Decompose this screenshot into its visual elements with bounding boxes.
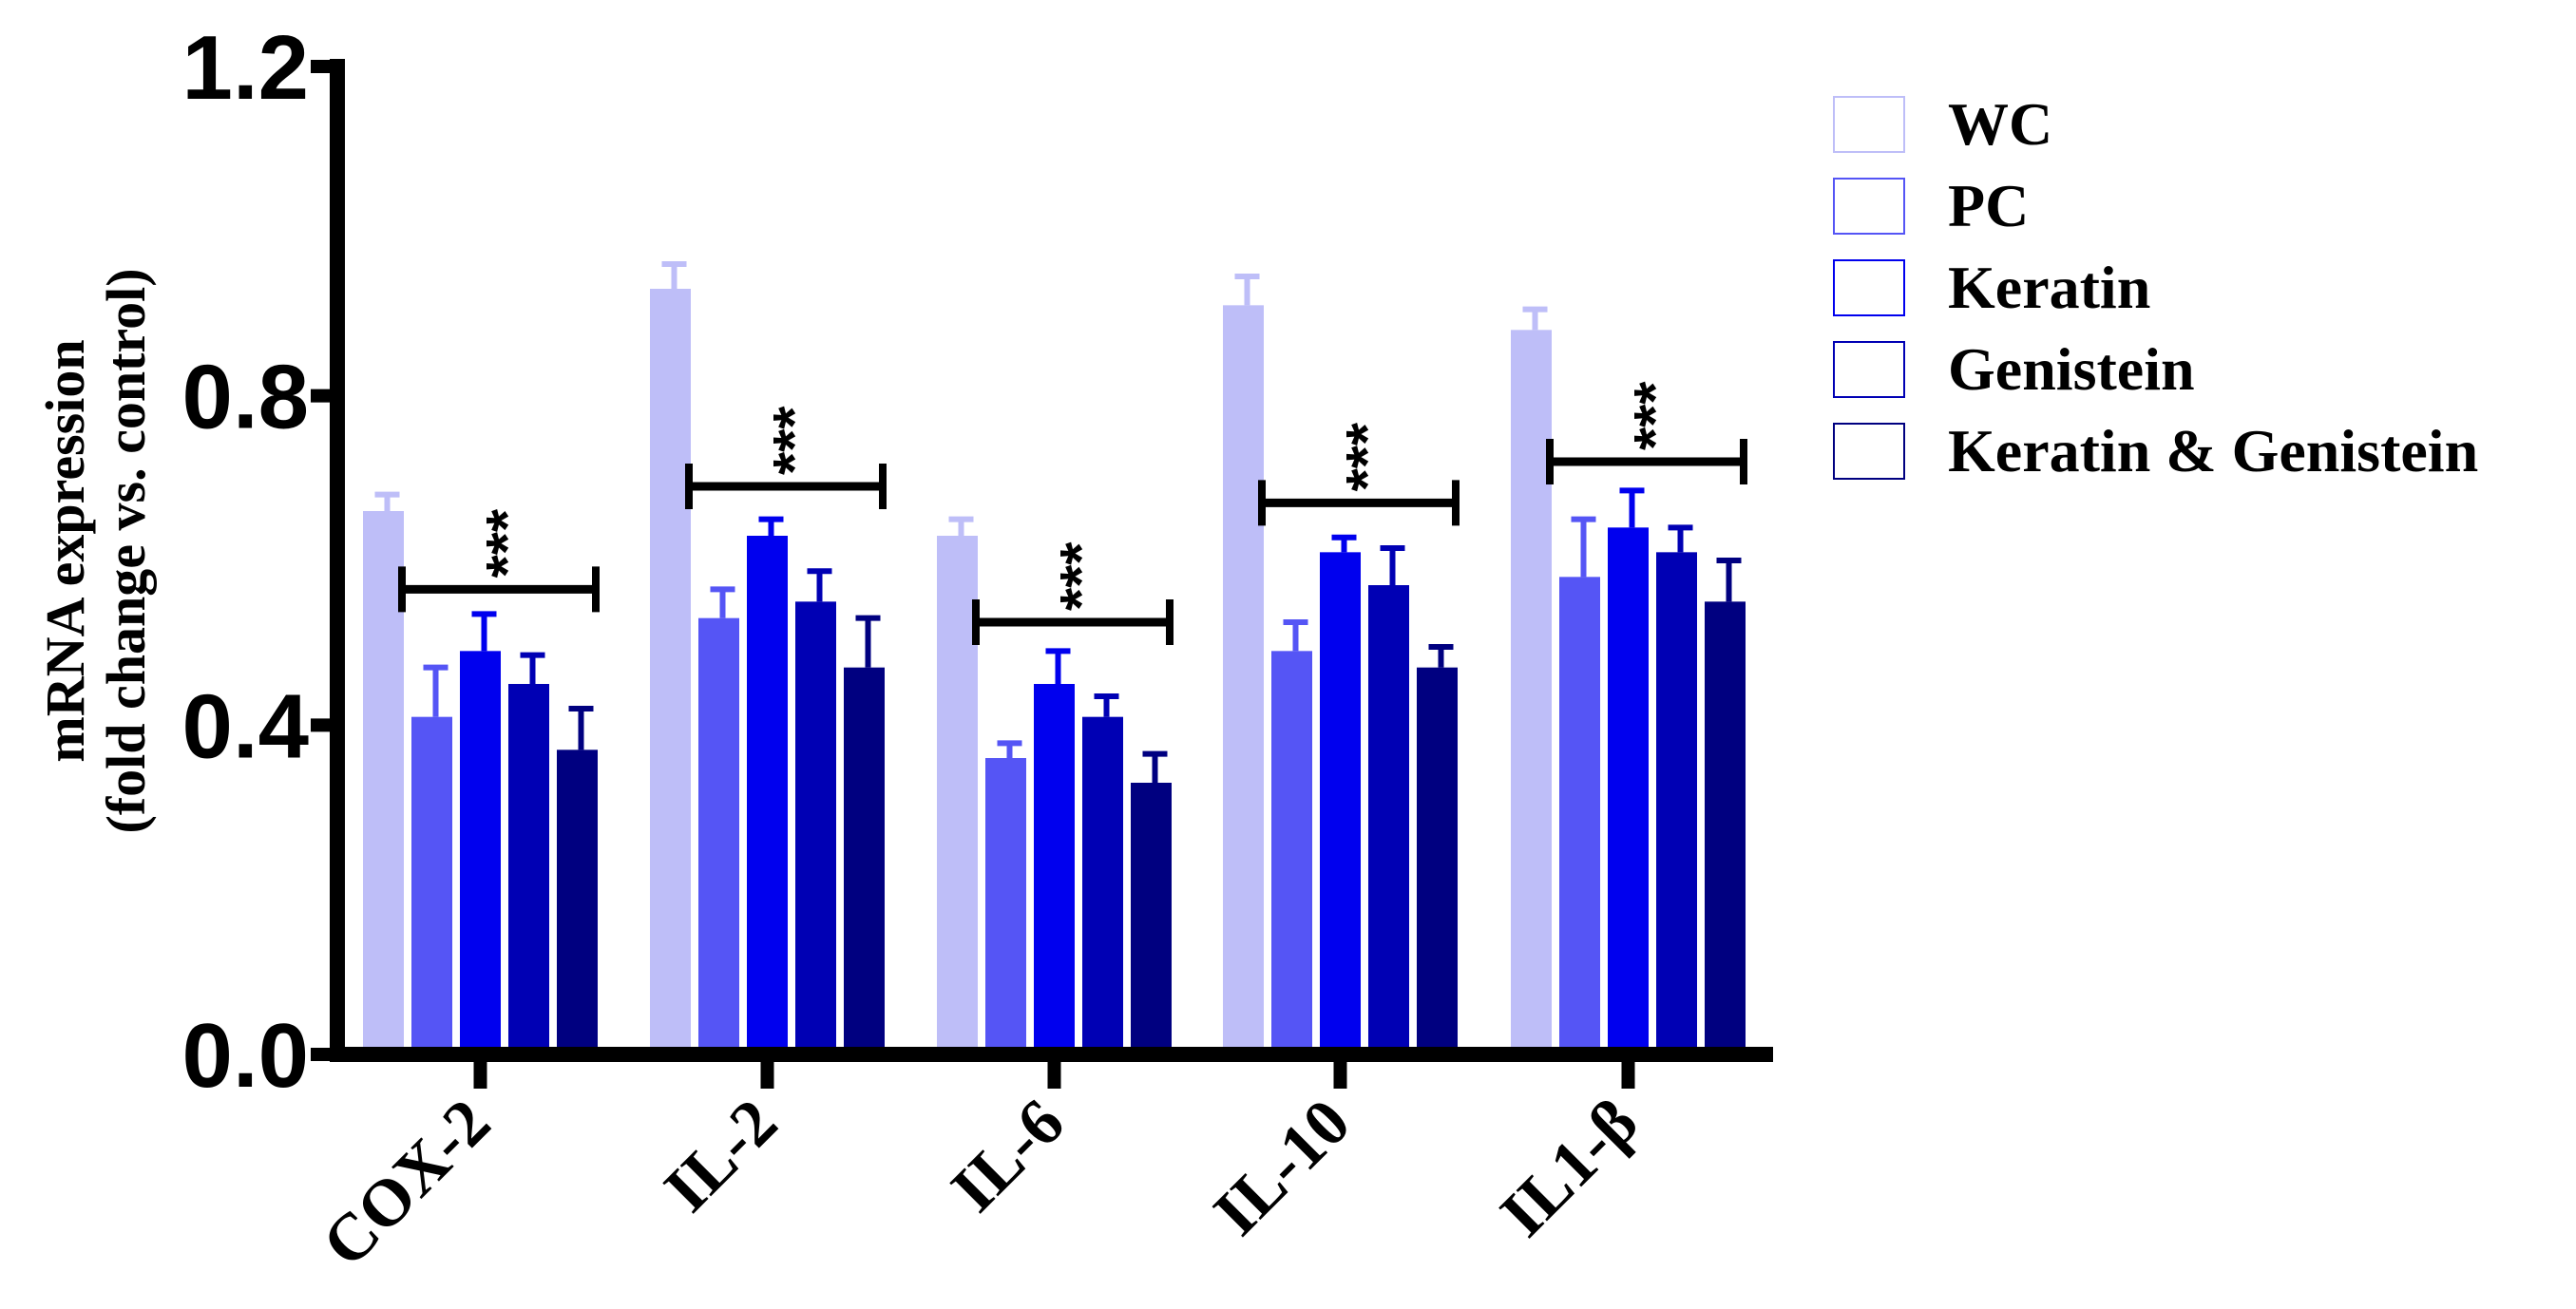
bar [698,617,739,1054]
bar [411,716,452,1054]
y-tick-label: 1.2 [182,17,309,119]
legend-label: WC [1948,90,2052,158]
bar [460,651,501,1054]
y-axis-title: mRNA expression (fold change vs. control… [34,268,157,833]
error-bars [374,261,1742,783]
bar [1559,577,1600,1054]
bar [363,511,404,1054]
legend-label: PC [1948,172,2029,239]
y-axis-ticks: 0.0 0.4 0.8 1.2 [182,17,337,1107]
bar [650,289,691,1054]
y-tick-label: 0.0 [182,1005,309,1107]
y-tick-label: 0.4 [182,675,309,777]
bar [1034,684,1075,1054]
bar [1320,552,1361,1054]
significance-label: *** [1335,422,1401,491]
significance-brackets: *** *** *** *** *** [398,381,1747,645]
bar [1608,527,1649,1054]
bar [1511,330,1552,1054]
significance-label: *** [1623,381,1689,450]
y-axis-title-line-1: mRNA expression [34,339,96,762]
bar [1417,667,1458,1054]
legend-swatch [1833,423,1905,480]
bar [1131,783,1172,1054]
bar [985,758,1026,1054]
legend-swatch [1833,96,1905,153]
bar [747,536,788,1054]
x-category-label: IL1-β [1487,1086,1652,1251]
x-category-label: IL-10 [1200,1086,1364,1250]
bar [508,684,549,1054]
legend-swatch [1833,178,1905,235]
legend-swatch [1833,341,1905,398]
significance-label: *** [1049,541,1115,611]
legend: WC PC Keratin Genistein Keratin & Genistein [1833,90,2478,484]
legend-label: Keratin & Genistein [1948,417,2478,484]
bar [1271,651,1312,1054]
y-tick-label: 0.8 [182,347,309,448]
bar [1223,305,1264,1054]
x-category-label: IL-2 [651,1086,792,1226]
bar [1082,716,1123,1054]
bar [557,749,598,1054]
y-axis-title-line-2: (fold change vs. control) [95,268,157,833]
x-axis-ticks: COX-2 IL-2 IL-6 IL-10 IL1-β [309,1054,1652,1281]
significance-label: *** [475,508,541,578]
bar [795,601,836,1054]
bars [363,289,1746,1054]
bar [1705,601,1746,1054]
legend-label: Keratin [1948,254,2150,321]
x-category-label: COX-2 [309,1086,505,1281]
x-category-label: IL-6 [938,1086,1078,1226]
significance-label: *** [762,406,828,475]
bar [844,667,885,1054]
legend-label: Genistein [1948,335,2195,403]
bar [1656,552,1697,1054]
legend-swatch [1833,259,1905,316]
bar [1368,585,1409,1054]
bar [937,536,978,1054]
